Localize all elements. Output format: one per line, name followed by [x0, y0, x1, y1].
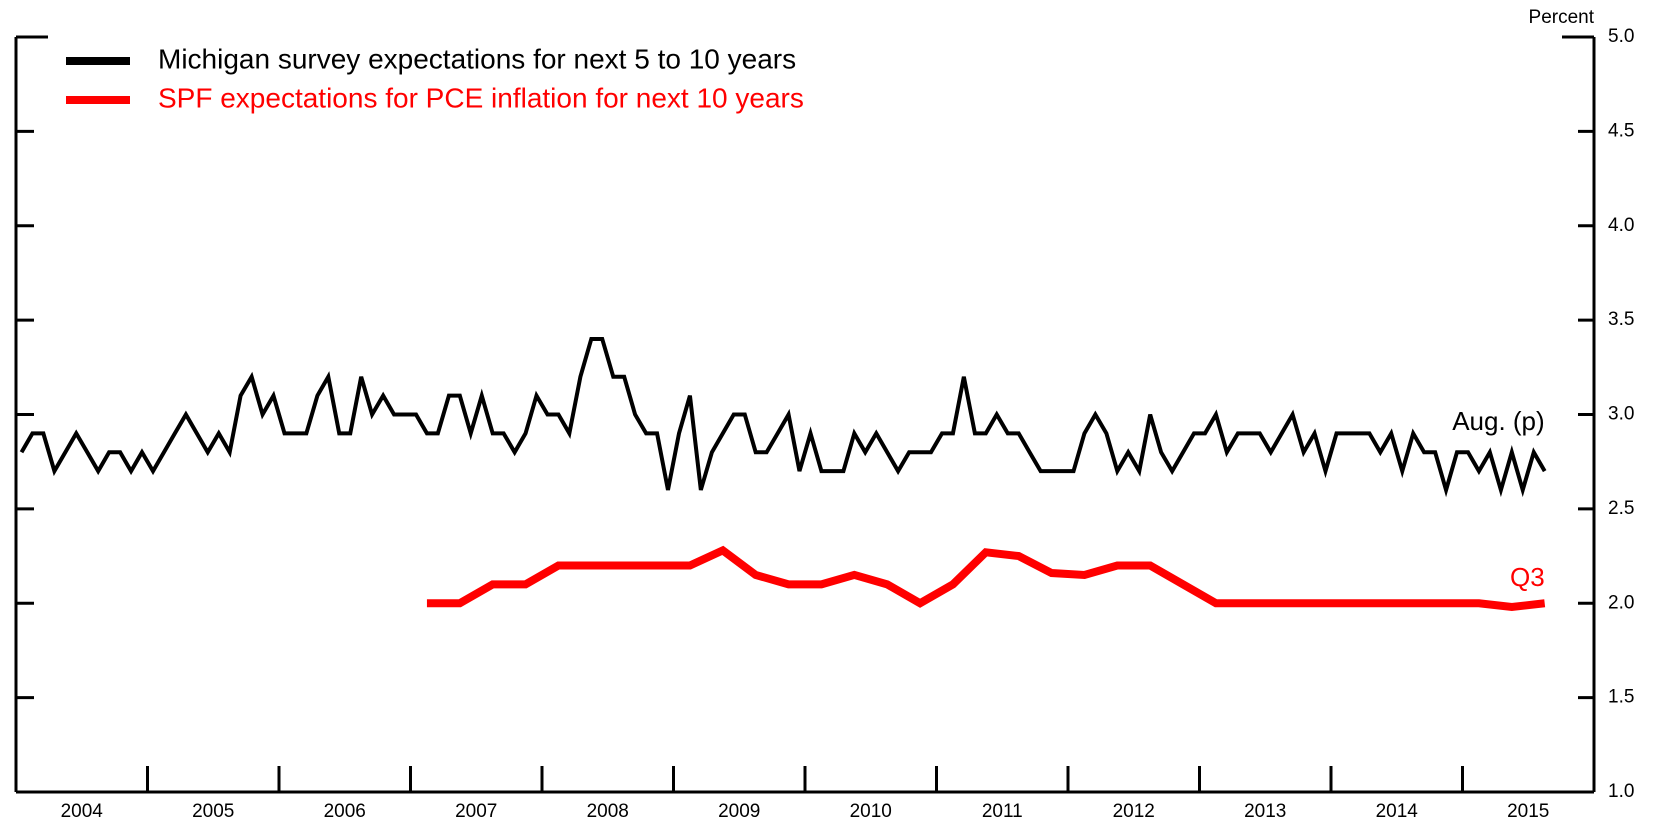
y-tick-label: 5.0	[1608, 26, 1634, 47]
legend-label: SPF expectations for PCE inflation for n…	[158, 82, 804, 113]
x-tick-label: 2009	[718, 801, 760, 822]
y-tick-label: 3.5	[1608, 309, 1634, 330]
y-tick-label: 2.0	[1608, 592, 1634, 613]
series-line	[426, 545, 1546, 612]
x-tick-label: 2015	[1507, 801, 1549, 822]
annotation: Q3	[1510, 562, 1545, 592]
y-tick-label: 1.0	[1608, 781, 1634, 802]
x-tick-label: 2008	[587, 801, 629, 822]
x-tick-label: 2013	[1244, 801, 1286, 822]
x-tick-label: 2005	[192, 801, 234, 822]
y-axis-label: Percent	[1529, 7, 1595, 28]
legend-label: Michigan survey expectations for next 5 …	[158, 43, 796, 74]
x-tick-label: 2007	[455, 801, 497, 822]
y-tick-label: 4.5	[1608, 120, 1634, 141]
y-tick-label: 1.5	[1608, 687, 1634, 708]
y-tick-label: 2.5	[1608, 498, 1634, 519]
x-tick-label: 2010	[850, 801, 892, 822]
y-tick-label: 3.0	[1608, 404, 1634, 425]
x-tick-label: 2006	[324, 801, 366, 822]
series-line	[19, 337, 1547, 498]
x-tick-label: 2014	[1376, 801, 1419, 822]
x-tick-label: 2004	[61, 801, 104, 822]
y-tick-label: 4.0	[1608, 215, 1634, 236]
x-tick-label: 2011	[982, 801, 1023, 822]
x-tick-label: 2012	[1113, 801, 1155, 822]
annotation: Aug. (p)	[1452, 406, 1545, 436]
